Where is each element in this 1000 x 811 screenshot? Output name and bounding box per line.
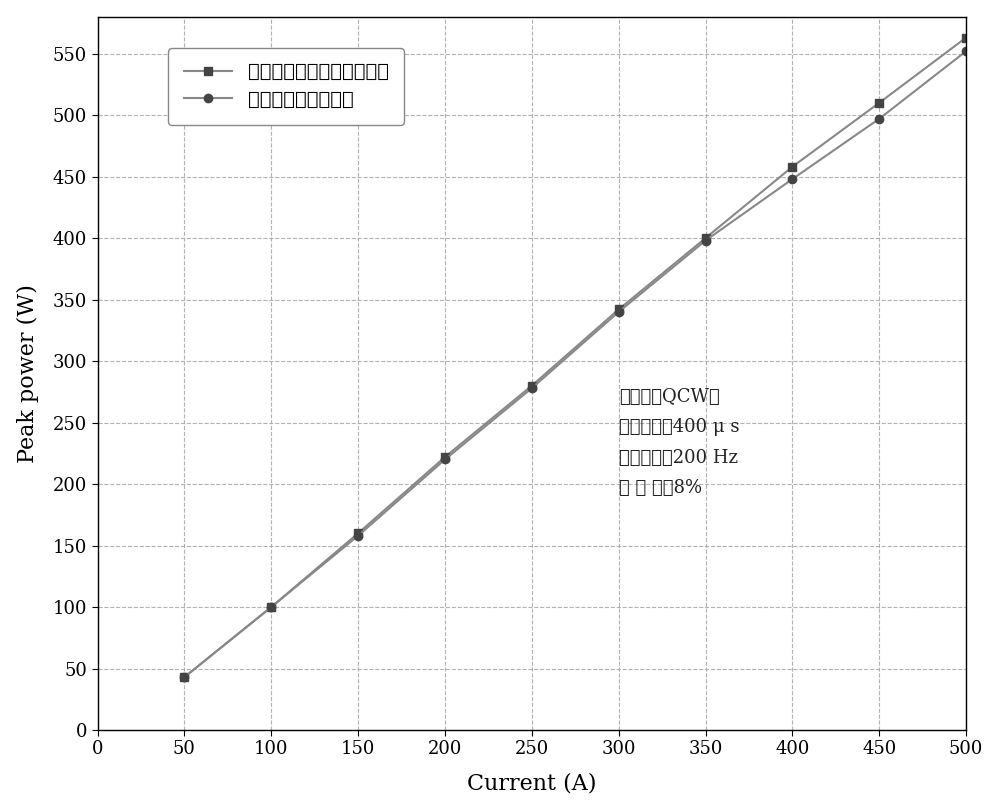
Line: 传统激光冷水机散热: 传统激光冷水机散热 [180, 47, 970, 681]
传统激光冷水机散热 [960, 46, 972, 56]
传统激光冷水机散热 [700, 236, 712, 246]
高速气流携带去离子水散热 [352, 529, 364, 539]
高速气流携带去离子水散热 [526, 381, 538, 391]
传统激光冷水机散热 [352, 531, 364, 541]
高速气流携带去离子水散热 [873, 98, 885, 108]
传统激光冷水机散热 [786, 174, 798, 184]
高速气流携带去离子水散热 [439, 452, 451, 461]
Legend: 高速气流携带去离子水散热, 传统激光冷水机散热: 高速气流携带去离子水散热, 传统激光冷水机散热 [168, 48, 404, 125]
传统激光冷水机散热 [873, 114, 885, 123]
Y-axis label: Peak power (W): Peak power (W) [17, 284, 39, 463]
传统激光冷水机散热 [526, 384, 538, 393]
高速气流携带去离子水散热 [265, 603, 277, 612]
Line: 高速气流携带去离子水散热: 高速气流携带去离子水散热 [180, 33, 970, 681]
X-axis label: Current (A): Current (A) [467, 772, 597, 794]
高速气流携带去离子水散热 [960, 32, 972, 42]
传统激光冷水机散热 [265, 603, 277, 612]
高速气流携带去离子水散热 [613, 304, 625, 314]
高速气流携带去离子水散热 [700, 234, 712, 243]
传统激光冷水机散热 [613, 307, 625, 317]
Text: 准连续（QCW）
脉冲宽度：400 μ s
重复频率：200 Hz
占 空 比：8%: 准连续（QCW） 脉冲宽度：400 μ s 重复频率：200 Hz 占 空 比：… [619, 388, 739, 497]
传统激光冷水机散热 [178, 672, 190, 682]
传统激光冷水机散热 [439, 455, 451, 465]
高速气流携带去离子水散热 [178, 672, 190, 682]
高速气流携带去离子水散热 [786, 162, 798, 172]
